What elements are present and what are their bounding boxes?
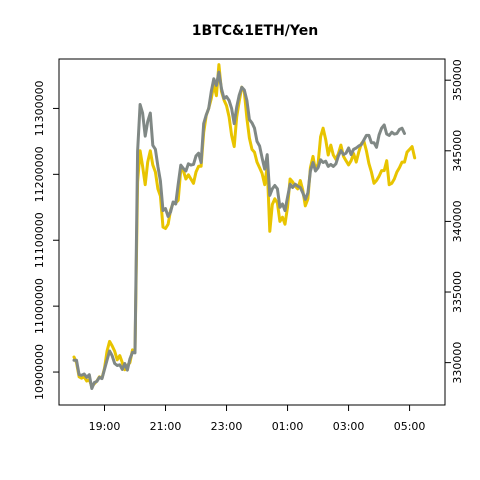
x-tick-label: 05:00 xyxy=(394,420,426,433)
y-left-tick-label: 11200000 xyxy=(33,146,46,202)
series-layer xyxy=(72,63,417,390)
x-tick-label: 03:00 xyxy=(333,420,365,433)
plot-frame xyxy=(58,58,446,406)
x-tick-label: 21:00 xyxy=(150,420,182,433)
x-tick-label: 23:00 xyxy=(211,420,243,433)
series-line-left xyxy=(72,70,406,390)
y-axis-right: 330000 335000 340000 345000 350000 xyxy=(445,59,464,384)
chart-title: 1BTC&1ETH/Yen xyxy=(192,23,318,39)
y-right-tick-label: 335000 xyxy=(451,271,464,313)
x-axis: 19:00 21:00 23:00 01:00 03:00 05:00 xyxy=(89,404,426,433)
y-left-tick-label: 11300000 xyxy=(33,80,46,136)
x-tick-label: 01:00 xyxy=(272,420,304,433)
y-right-tick-label: 350000 xyxy=(451,59,464,101)
y-right-tick-label: 340000 xyxy=(451,200,464,242)
y-axis-left: 10900000 11000000 11100000 11200000 11300000 xyxy=(33,80,59,400)
series-line-right xyxy=(72,63,417,389)
y-left-tick-label: 11000000 xyxy=(33,278,46,334)
y-left-tick-label: 11100000 xyxy=(33,212,46,268)
y-right-tick-label: 330000 xyxy=(451,342,464,384)
x-tick-label: 19:00 xyxy=(89,420,121,433)
y-left-tick-label: 10900000 xyxy=(33,344,46,400)
y-right-tick-label: 345000 xyxy=(451,130,464,172)
